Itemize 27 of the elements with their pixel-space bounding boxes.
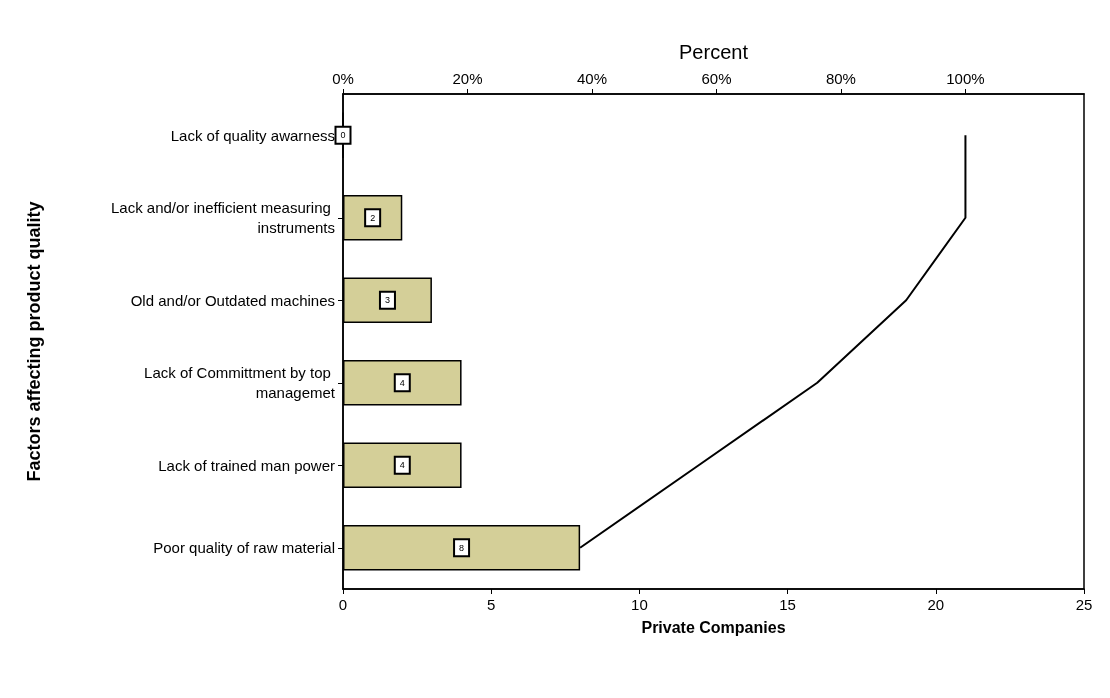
data-label: 3 [384,295,390,306]
x-tick-label: 5 [487,596,496,613]
y-tick-label: Lack of quality awarness [170,126,335,144]
x2-tick-label: 80% [825,70,856,87]
y-tick-label: Lack and/or inefficient measuring instruments [110,199,335,237]
x2-tick-label: 20% [452,70,483,87]
x-tick-label: 15 [779,596,796,613]
x-tick-label: 10 [631,596,648,613]
y-tick-label: Lack of Committment by top managemet [144,364,336,402]
data-label: 0 [340,130,346,141]
y-tick-label: Lack of trained man power [158,456,335,474]
x-tick-label: 0 [338,596,348,613]
y-tick-label: Old and/or Outdated machines [130,291,335,309]
x2-axis-title: Percent [679,41,749,63]
data-label: 4 [399,460,405,471]
x-axis-title: Private Companies [641,618,786,636]
y-tick-label: Poor quality of raw material [153,539,335,557]
data-label: 2 [370,212,376,223]
x-tick-label: 20 [927,596,945,613]
x2-tick-label: 0% [332,70,354,87]
data-label: 8 [459,542,465,553]
x2-tick-label: 40% [576,70,607,87]
x2-tick-label: 60% [701,70,732,87]
x2-tick-label: 100% [946,70,985,87]
x-tick-label: 25 [1075,596,1093,613]
data-label: 4 [399,377,405,388]
y-axis-title: Factors affecting product quality [24,201,44,482]
